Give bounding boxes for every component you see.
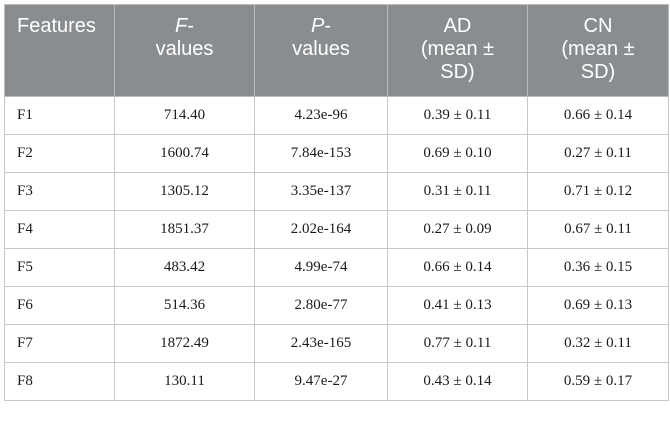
table-body: F1 714.40 4.23e-96 0.39 ± 0.11 0.66 ± 0.…: [4, 96, 669, 401]
cell-p-value: 2.02e-164: [254, 210, 388, 249]
cell-feature: F3: [4, 172, 115, 211]
cell-f-value: 714.40: [114, 96, 255, 135]
cell-cn: 0.69 ± 0.13: [527, 286, 669, 325]
cell-p-value: 3.35e-137: [254, 172, 388, 211]
cell-p-value: 2.80e-77: [254, 286, 388, 325]
features-table: Features F- values P- values AD (mean ± …: [4, 4, 669, 401]
cell-cn: 0.36 ± 0.15: [527, 248, 669, 287]
cell-ad: 0.27 ± 0.09: [387, 210, 528, 249]
cell-feature: F1: [4, 96, 115, 135]
table-row: F3 1305.12 3.35e-137 0.31 ± 0.11 0.71 ± …: [4, 172, 669, 211]
cell-ad: 0.39 ± 0.11: [387, 96, 528, 135]
table-row: F2 1600.74 7.84e-153 0.69 ± 0.10 0.27 ± …: [4, 134, 669, 173]
cell-f-value: 483.42: [114, 248, 255, 287]
cell-cn: 0.66 ± 0.14: [527, 96, 669, 135]
header-f-values: F- values: [114, 4, 255, 97]
table-row: F6 514.36 2.80e-77 0.41 ± 0.13 0.69 ± 0.…: [4, 286, 669, 325]
cell-feature: F7: [4, 324, 115, 363]
header-p-values: P- values: [254, 4, 388, 97]
header-features: Features: [4, 4, 115, 97]
cell-ad: 0.77 ± 0.11: [387, 324, 528, 363]
header-row: Features F- values P- values AD (mean ± …: [4, 4, 669, 97]
header-p-values-line1: P-: [310, 15, 331, 37]
cell-f-value: 1872.49: [114, 324, 255, 363]
header-ad: AD (mean ± SD): [387, 4, 528, 97]
table-row: F5 483.42 4.99e-74 0.66 ± 0.14 0.36 ± 0.…: [4, 248, 669, 287]
cell-f-value: 130.11: [114, 362, 255, 401]
cell-ad: 0.41 ± 0.13: [387, 286, 528, 325]
table-header: Features F- values P- values AD (mean ± …: [4, 4, 669, 97]
header-f-values-line1: F-: [175, 15, 194, 37]
cell-ad: 0.31 ± 0.11: [387, 172, 528, 211]
table-row: F7 1872.49 2.43e-165 0.77 ± 0.11 0.32 ± …: [4, 324, 669, 363]
cell-f-value: 1600.74: [114, 134, 255, 173]
header-f-values-line2: values: [155, 38, 214, 60]
cell-cn: 0.32 ± 0.11: [527, 324, 669, 363]
table-row: F1 714.40 4.23e-96 0.39 ± 0.11 0.66 ± 0.…: [4, 96, 669, 135]
cell-p-value: 9.47e-27: [254, 362, 388, 401]
cell-ad: 0.66 ± 0.14: [387, 248, 528, 287]
cell-p-value: 4.99e-74: [254, 248, 388, 287]
header-cn: CN (mean ± SD): [527, 4, 669, 97]
cell-cn: 0.59 ± 0.17: [527, 362, 669, 401]
cell-cn: 0.67 ± 0.11: [527, 210, 669, 249]
cell-f-value: 1851.37: [114, 210, 255, 249]
cell-cn: 0.71 ± 0.12: [527, 172, 669, 211]
cell-feature: F4: [4, 210, 115, 249]
cell-f-value: 1305.12: [114, 172, 255, 211]
table-row: F8 130.11 9.47e-27 0.43 ± 0.14 0.59 ± 0.…: [4, 362, 669, 401]
cell-cn: 0.27 ± 0.11: [527, 134, 669, 173]
cell-ad: 0.69 ± 0.10: [387, 134, 528, 173]
cell-f-value: 514.36: [114, 286, 255, 325]
cell-feature: F8: [4, 362, 115, 401]
cell-p-value: 7.84e-153: [254, 134, 388, 173]
table-row: F4 1851.37 2.02e-164 0.27 ± 0.09 0.67 ± …: [4, 210, 669, 249]
header-p-values-line2: values: [292, 38, 350, 60]
cell-p-value: 2.43e-165: [254, 324, 388, 363]
cell-p-value: 4.23e-96: [254, 96, 388, 135]
cell-ad: 0.43 ± 0.14: [387, 362, 528, 401]
cell-feature: F5: [4, 248, 115, 287]
cell-feature: F2: [4, 134, 115, 173]
cell-feature: F6: [4, 286, 115, 325]
